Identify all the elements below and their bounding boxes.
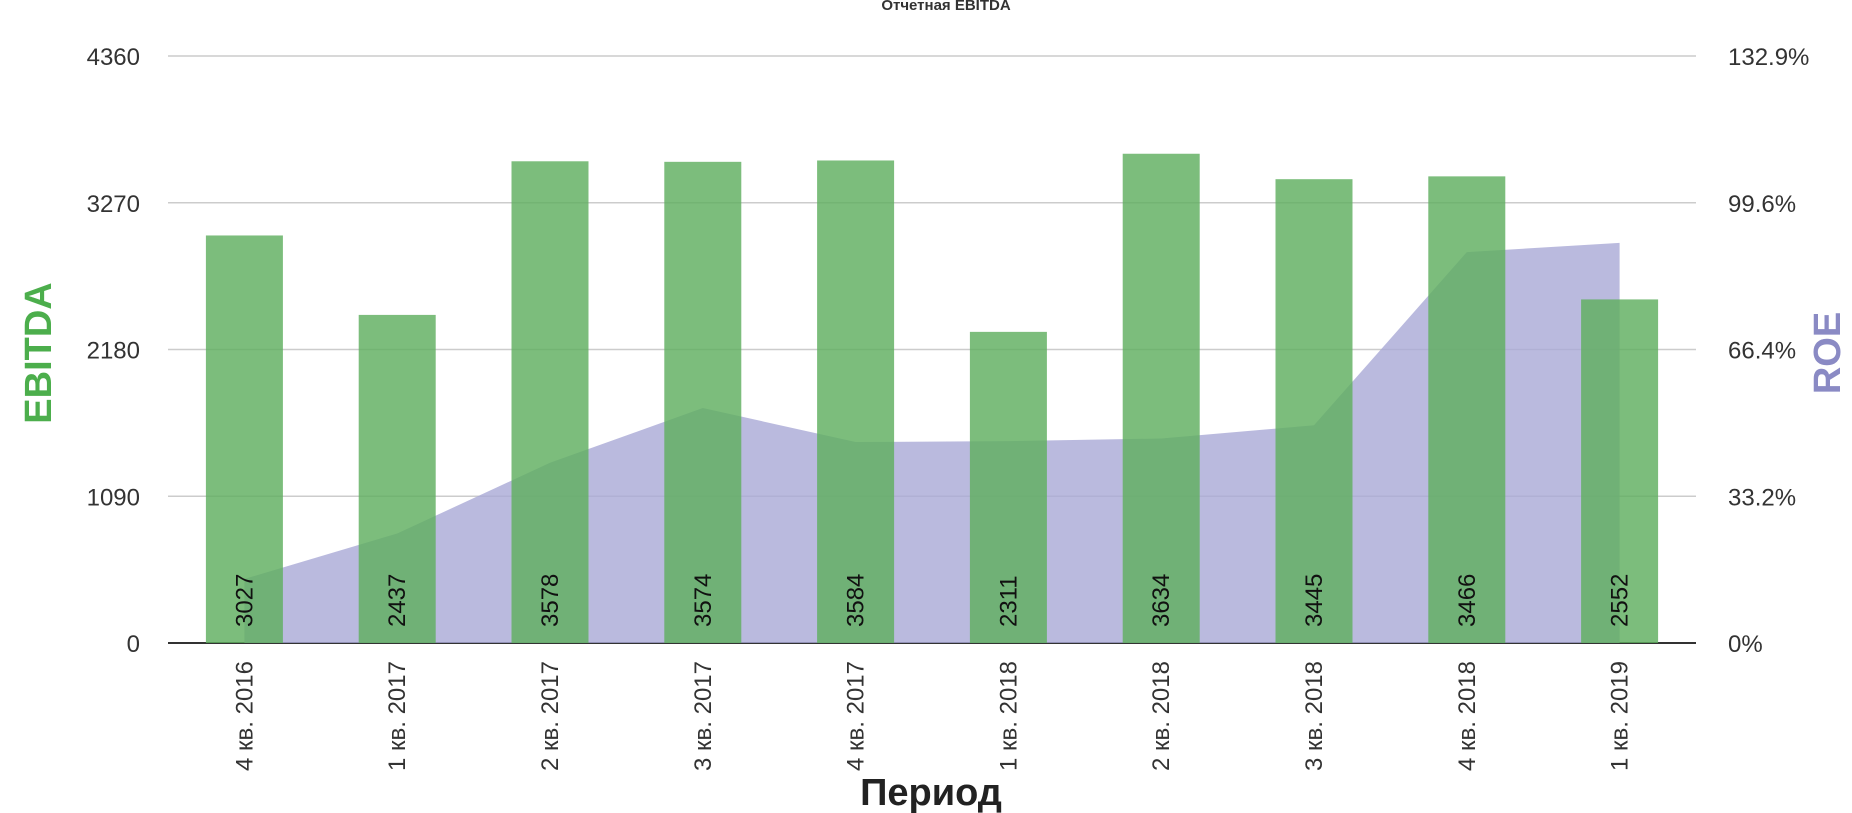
bar-value-label: 2311: [995, 575, 1022, 627]
y2-tick-label: 66.4%: [1728, 338, 1796, 365]
ebitda-bar: [1581, 299, 1659, 643]
x-tick-label: 3 кв. 2018: [1301, 661, 1328, 771]
x-axis-title: Период: [860, 772, 1002, 813]
bar-value-label: 3027: [231, 574, 258, 627]
y-tick-label: 1090: [87, 484, 140, 511]
ebitda-bar: [817, 160, 895, 644]
roe-area-layer: [244, 242, 1620, 644]
ebitda-bar: [664, 161, 742, 643]
ebitda-bar: [511, 161, 589, 643]
ebitda-bar: [1122, 153, 1200, 643]
y2-tick-label: 33.2%: [1728, 484, 1796, 511]
y2-tick-label: 0%: [1728, 631, 1763, 658]
y-tick-label: 4360: [87, 44, 140, 71]
y-axis-left: 0 1090 2180 3270 4360: [87, 44, 140, 658]
bar-value-label: 3466: [1454, 574, 1481, 627]
roe-area: [244, 242, 1620, 644]
x-tick-label: 1 кв. 2018: [995, 661, 1022, 771]
x-axis: 4 кв. 2016 1 кв. 2017 2 кв. 2017 3 кв. 2017…: [231, 661, 1633, 771]
bar-value-label: 2552: [1607, 574, 1634, 627]
y-axis-right: 0% 33.2% 66.4% 99.6% 132.9%: [1728, 44, 1809, 658]
ebitda-bar: [1275, 179, 1353, 644]
bar-value-label: 3445: [1301, 574, 1328, 627]
x-tick-label: 2 кв. 2017: [537, 661, 564, 771]
x-tick-label: 3 кв. 2017: [690, 661, 717, 771]
ebitda-bar: [969, 331, 1047, 643]
x-tick-label: 4 кв. 2017: [843, 661, 870, 771]
y2-tick-label: 99.6%: [1728, 191, 1796, 218]
x-tick-label: 2 кв. 2018: [1148, 661, 1175, 771]
x-tick-label: 1 кв. 2019: [1607, 661, 1634, 771]
bar-value-label: 3634: [1148, 574, 1175, 627]
bar-value-label: 3578: [537, 574, 564, 627]
y-tick-label: 3270: [87, 191, 140, 218]
bar-value-label: 3574: [690, 574, 717, 627]
ebitda-bar-layer: [205, 153, 1659, 644]
ebitda-bar: [1428, 176, 1506, 643]
bar-value-label: 3584: [843, 574, 870, 627]
y-axis-title: EBITDA: [18, 282, 60, 423]
bar-value-label: 2437: [384, 574, 411, 627]
x-tick-label: 4 кв. 2018: [1454, 661, 1481, 771]
ebitda-bar: [205, 235, 283, 643]
x-tick-label: 1 кв. 2017: [384, 661, 411, 771]
data-label-layer: 3027 2437 3578 3574 3584 2311 3634 3445 3466 2552: [231, 574, 1633, 627]
ebitda-bar: [358, 314, 436, 643]
y-tick-label: 2180: [87, 338, 140, 365]
chart-title: Отчетная EBITDA: [881, 0, 1011, 14]
y2-axis-title: ROE: [1807, 312, 1849, 394]
y-tick-label: 0: [127, 631, 140, 658]
y2-tick-label: 132.9%: [1728, 44, 1809, 71]
x-tick-label: 4 кв. 2016: [231, 661, 258, 771]
